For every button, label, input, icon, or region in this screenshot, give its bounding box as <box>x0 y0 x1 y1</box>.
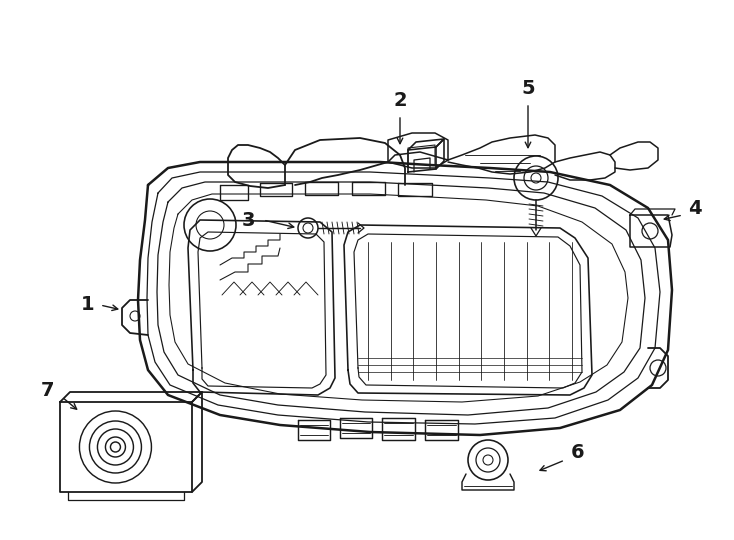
Text: 5: 5 <box>521 78 535 98</box>
Text: 7: 7 <box>41 381 55 400</box>
Text: 2: 2 <box>393 91 407 110</box>
Text: 3: 3 <box>241 211 255 229</box>
Text: 6: 6 <box>571 442 585 462</box>
Text: 1: 1 <box>81 295 95 314</box>
Text: 4: 4 <box>688 199 702 218</box>
